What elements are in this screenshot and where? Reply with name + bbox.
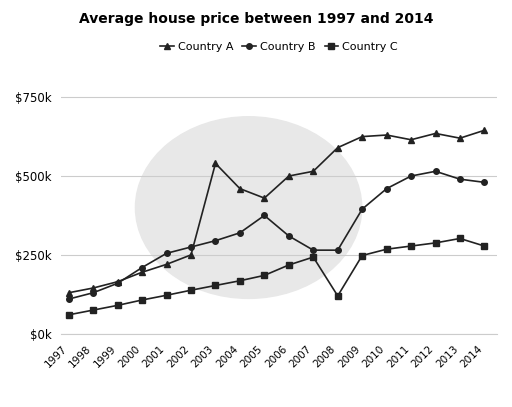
Country B [139,265,145,270]
Country A [66,290,72,295]
Country A [237,186,243,191]
Line: Country B: Country B [66,168,487,302]
Country C [286,263,292,267]
Country C [481,244,487,249]
Country A [359,134,365,139]
Country C [139,298,145,302]
Country C [90,308,96,313]
Line: Country A: Country A [66,127,487,295]
Country A [481,128,487,133]
Line: Country C: Country C [66,236,487,317]
Country A [188,252,194,257]
Country C [359,253,365,258]
Country A [335,145,341,150]
Country B [433,169,439,174]
Country C [457,236,463,241]
Country B [457,177,463,182]
Country A [212,161,219,166]
Country B [481,180,487,185]
Country C [237,278,243,283]
Country A [90,286,96,291]
Country B [383,186,390,191]
Country B [90,290,96,295]
Country C [115,303,121,308]
Country B [310,248,316,253]
Country C [261,273,267,278]
Country C [433,241,439,245]
Country C [335,293,341,298]
Country B [163,251,169,256]
Country A [383,133,390,138]
Country A [433,131,439,136]
Country B [359,207,365,212]
Country A [139,270,145,275]
Country C [163,293,169,298]
Country B [66,297,72,302]
Country A [310,169,316,174]
Country B [115,281,121,286]
Country A [457,136,463,140]
Country B [261,213,267,218]
Ellipse shape [135,117,361,298]
Text: C: C [239,167,319,263]
Country B [212,238,219,243]
Text: Average house price between 1997 and 2014: Average house price between 1997 and 201… [79,12,433,26]
Legend: Country A, Country B, Country C: Country A, Country B, Country C [160,42,398,52]
Country C [310,255,316,260]
Country B [408,173,414,178]
Country B [286,234,292,239]
Country C [383,247,390,252]
Country C [212,283,219,288]
Country A [163,262,169,267]
Country B [335,248,341,253]
Country C [66,313,72,317]
Country A [286,173,292,178]
Country A [115,279,121,284]
Country B [188,245,194,249]
Country A [261,196,267,201]
Country C [408,244,414,249]
Country C [188,288,194,293]
Country B [237,230,243,235]
Country A [408,137,414,142]
